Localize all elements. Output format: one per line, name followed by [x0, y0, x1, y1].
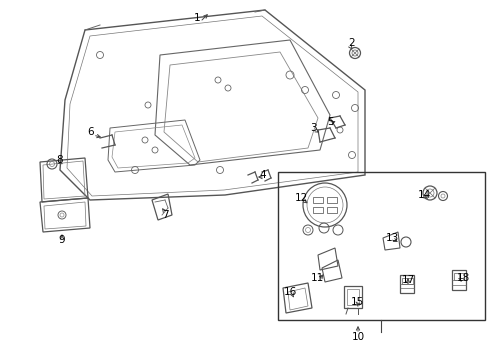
Text: 16: 16: [283, 287, 296, 297]
Text: 5: 5: [327, 117, 334, 127]
Text: 8: 8: [57, 155, 63, 165]
Text: 4: 4: [259, 170, 266, 180]
Bar: [278, 172, 484, 320]
Text: 13: 13: [385, 233, 398, 243]
Text: 3: 3: [309, 123, 316, 133]
Bar: [401, 278, 406, 284]
Text: 1: 1: [193, 13, 200, 23]
Text: 6: 6: [87, 127, 94, 137]
Text: 15: 15: [350, 297, 363, 307]
Bar: [343, 286, 361, 308]
Text: 11: 11: [310, 273, 323, 283]
Text: 17: 17: [401, 275, 414, 285]
Text: 10: 10: [351, 332, 364, 342]
Text: 12: 12: [294, 193, 307, 203]
Bar: [346, 289, 358, 305]
Text: 7: 7: [162, 210, 168, 220]
Text: 9: 9: [59, 235, 65, 245]
Bar: [312, 197, 323, 203]
Bar: [453, 273, 458, 280]
Bar: [399, 275, 413, 293]
Bar: [326, 207, 336, 213]
Text: 14: 14: [417, 190, 430, 200]
Bar: [326, 197, 336, 203]
Text: 2: 2: [348, 38, 355, 48]
Bar: [459, 273, 463, 280]
Bar: [407, 278, 412, 284]
Bar: [451, 270, 465, 290]
Bar: [312, 207, 323, 213]
Text: 18: 18: [455, 273, 468, 283]
